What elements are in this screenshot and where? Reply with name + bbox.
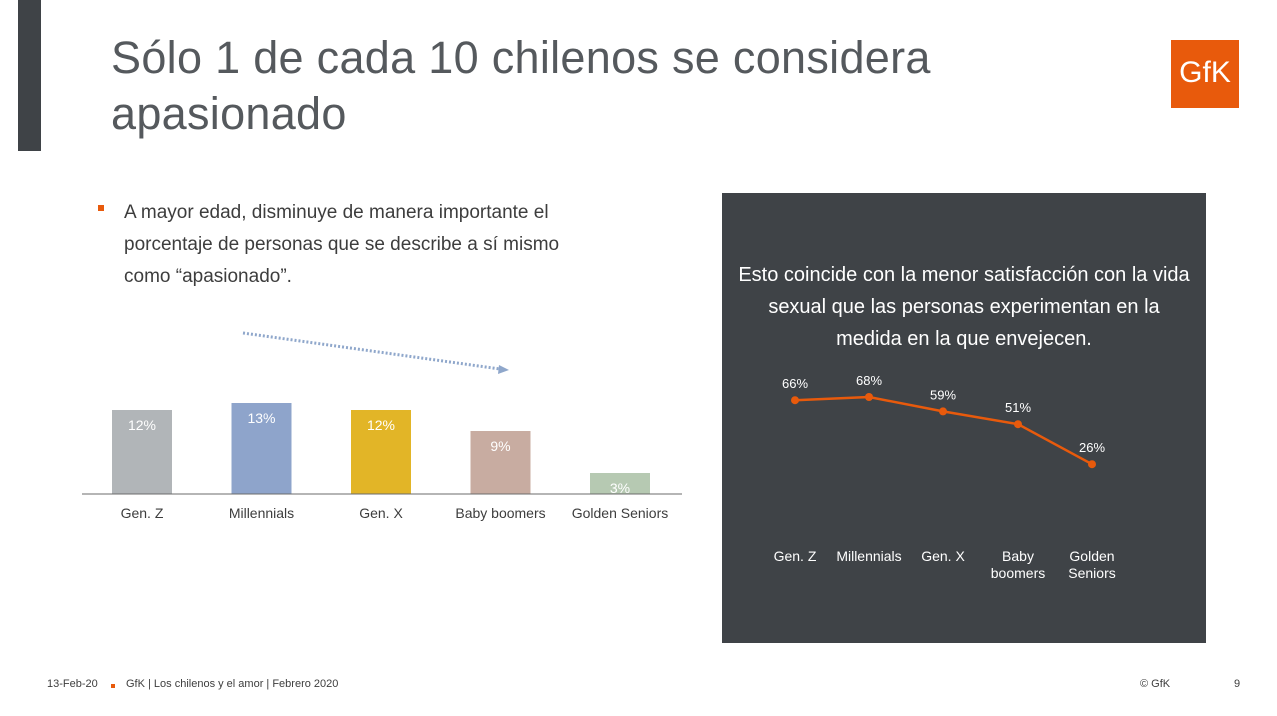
bar-value-label: 12% [367, 417, 395, 433]
bar-value-label: 9% [490, 438, 510, 454]
bar-category-label: Millennials [229, 505, 294, 521]
bar-4 [590, 473, 650, 494]
footer-bullet-icon [111, 684, 115, 688]
series-line [794, 395, 1093, 466]
line-value-label: 66% [782, 376, 808, 391]
bar-chart: 12% Gen. Z 13% Millennials 12% Gen. X 9% Baby b… [82, 331, 682, 521]
line-category-label: Golden [1069, 548, 1114, 564]
bar-1 [231, 403, 292, 494]
line-category-label: Millennials [836, 548, 901, 564]
bar-2 [351, 410, 411, 494]
bar-category-label: Gen. X [359, 505, 403, 521]
line-category-label: boomers [991, 565, 1045, 581]
line-chart: 66% Gen. Z 68% Millennials 59% Gen. X 51% Babyb… [774, 373, 1116, 581]
accent-bar [18, 0, 41, 151]
bar-value-label: 13% [247, 410, 275, 426]
bar-category-label: Gen. Z [121, 505, 164, 521]
data-point [865, 393, 873, 401]
bar-value-label: 12% [128, 417, 156, 433]
line-category-label: Baby [1002, 548, 1034, 564]
gfk-logo-text: GfK [1179, 56, 1231, 89]
footer-source: GfK | Los chilenos y el amor | Febrero 2… [126, 678, 339, 690]
bar-0 [112, 410, 172, 494]
footer-date: 13-Feb-20 [47, 678, 98, 690]
bar-value-label: 3% [610, 480, 630, 496]
data-point [1014, 420, 1022, 429]
line-value-label: 51% [1005, 400, 1031, 415]
bar-category-label: Golden Seniors [572, 505, 669, 521]
data-point [791, 396, 799, 405]
line-value-label: 26% [1079, 440, 1105, 455]
trend-arrow-line [242, 331, 501, 371]
line-category-label: Gen. Z [774, 548, 817, 564]
data-point [939, 407, 947, 416]
bullet-marker-icon [98, 205, 104, 211]
bar-3 [470, 431, 531, 494]
slide-title: Sólo 1 de cada 10 chilenos se considera … [111, 32, 931, 139]
bullet-text: A mayor edad, disminuye de manera import… [124, 202, 560, 287]
line-value-label: 59% [930, 387, 956, 402]
page-number: 9 [1234, 678, 1241, 690]
insight-panel: Esto coincide con la menor satisfacción … [722, 193, 1206, 643]
footer-copyright: © GfK [1140, 678, 1171, 690]
trend-arrow-head-icon [498, 365, 509, 374]
line-category-label: Seniors [1068, 565, 1115, 581]
panel-text: Esto coincide con la menor satisfacción … [738, 264, 1190, 350]
gfk-logo: GfK [1171, 40, 1239, 108]
line-category-label: Gen. X [921, 548, 965, 564]
line-value-label: 68% [856, 373, 882, 388]
bar-category-label: Baby boomers [455, 505, 545, 521]
data-point [1088, 460, 1096, 469]
